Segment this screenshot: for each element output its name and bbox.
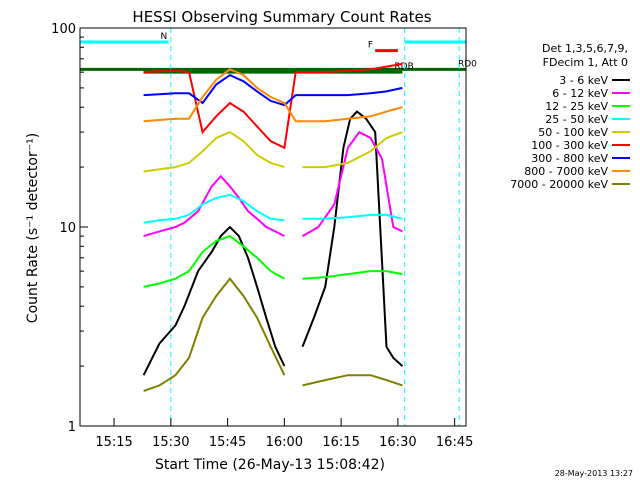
y-axis-label: Count Rate (s⁻¹ detector⁻¹) bbox=[25, 133, 41, 323]
legend-label: 12 - 25 keV bbox=[545, 100, 608, 113]
legend-label: 3 - 6 keV bbox=[559, 74, 608, 87]
x-axis-ticks: 15:15 15:30 15:45 16:00 16:15 16:30 16:45 bbox=[95, 418, 473, 450]
legend-label: 7000 - 20000 keV bbox=[510, 178, 608, 191]
series-line bbox=[302, 374, 403, 387]
series-line bbox=[302, 270, 403, 280]
legend-header-line-1: Det 1,3,5,6,7,9, bbox=[542, 42, 628, 55]
x-axis-label: Start Time (26-May-13 15:08:42) bbox=[155, 457, 385, 473]
legend-label: 300 - 800 keV bbox=[531, 152, 608, 165]
series-line bbox=[143, 62, 403, 150]
flag-label: RD0 bbox=[458, 59, 477, 69]
series-line bbox=[143, 193, 285, 224]
plot-area: N F RD0 RDB bbox=[80, 28, 477, 426]
series-line bbox=[143, 68, 403, 123]
series-line bbox=[143, 174, 285, 238]
y-tick-label: 1 bbox=[68, 420, 76, 435]
legend-label: 50 - 100 keV bbox=[538, 126, 608, 139]
x-tick-label: 15:30 bbox=[152, 435, 189, 450]
series-line bbox=[143, 277, 286, 392]
series-line bbox=[302, 213, 403, 220]
legend: Det 1,3,5,6,7,9, FDecim 1, Att 0 3 - 6 k… bbox=[510, 42, 630, 191]
x-tick-label: 16:00 bbox=[266, 435, 303, 450]
flag-label: RDB bbox=[394, 62, 413, 72]
x-tick-label: 16:45 bbox=[436, 435, 473, 450]
series-line bbox=[143, 130, 285, 173]
x-tick-label: 16:30 bbox=[379, 435, 416, 450]
series-line bbox=[302, 131, 403, 169]
legend-header-line-2: FDecim 1, Att 0 bbox=[543, 56, 628, 69]
flag-label: N bbox=[161, 32, 168, 42]
legend-label: 6 - 12 keV bbox=[552, 87, 608, 100]
series-line bbox=[142, 225, 286, 376]
y-tick-label: 10 bbox=[59, 221, 76, 236]
legend-label: 100 - 300 keV bbox=[531, 139, 608, 152]
chart-title: HESSI Observing Summary Count Rates bbox=[132, 8, 431, 26]
series-line bbox=[301, 110, 404, 367]
y-axis-ticks: 1 10 100 bbox=[51, 22, 88, 435]
x-tick-label: 15:15 bbox=[95, 435, 132, 450]
flag-label: F bbox=[368, 41, 373, 51]
footer-timestamp: 28-May-2013 13:27 bbox=[555, 469, 633, 478]
x-tick-label: 16:15 bbox=[322, 435, 359, 450]
x-tick-label: 15:45 bbox=[209, 435, 246, 450]
series-line bbox=[143, 73, 403, 107]
legend-label: 25 - 50 keV bbox=[545, 113, 608, 126]
legend-label: 800 - 7000 keV bbox=[524, 165, 608, 178]
series-line bbox=[143, 234, 285, 288]
y-tick-label: 100 bbox=[51, 22, 76, 37]
